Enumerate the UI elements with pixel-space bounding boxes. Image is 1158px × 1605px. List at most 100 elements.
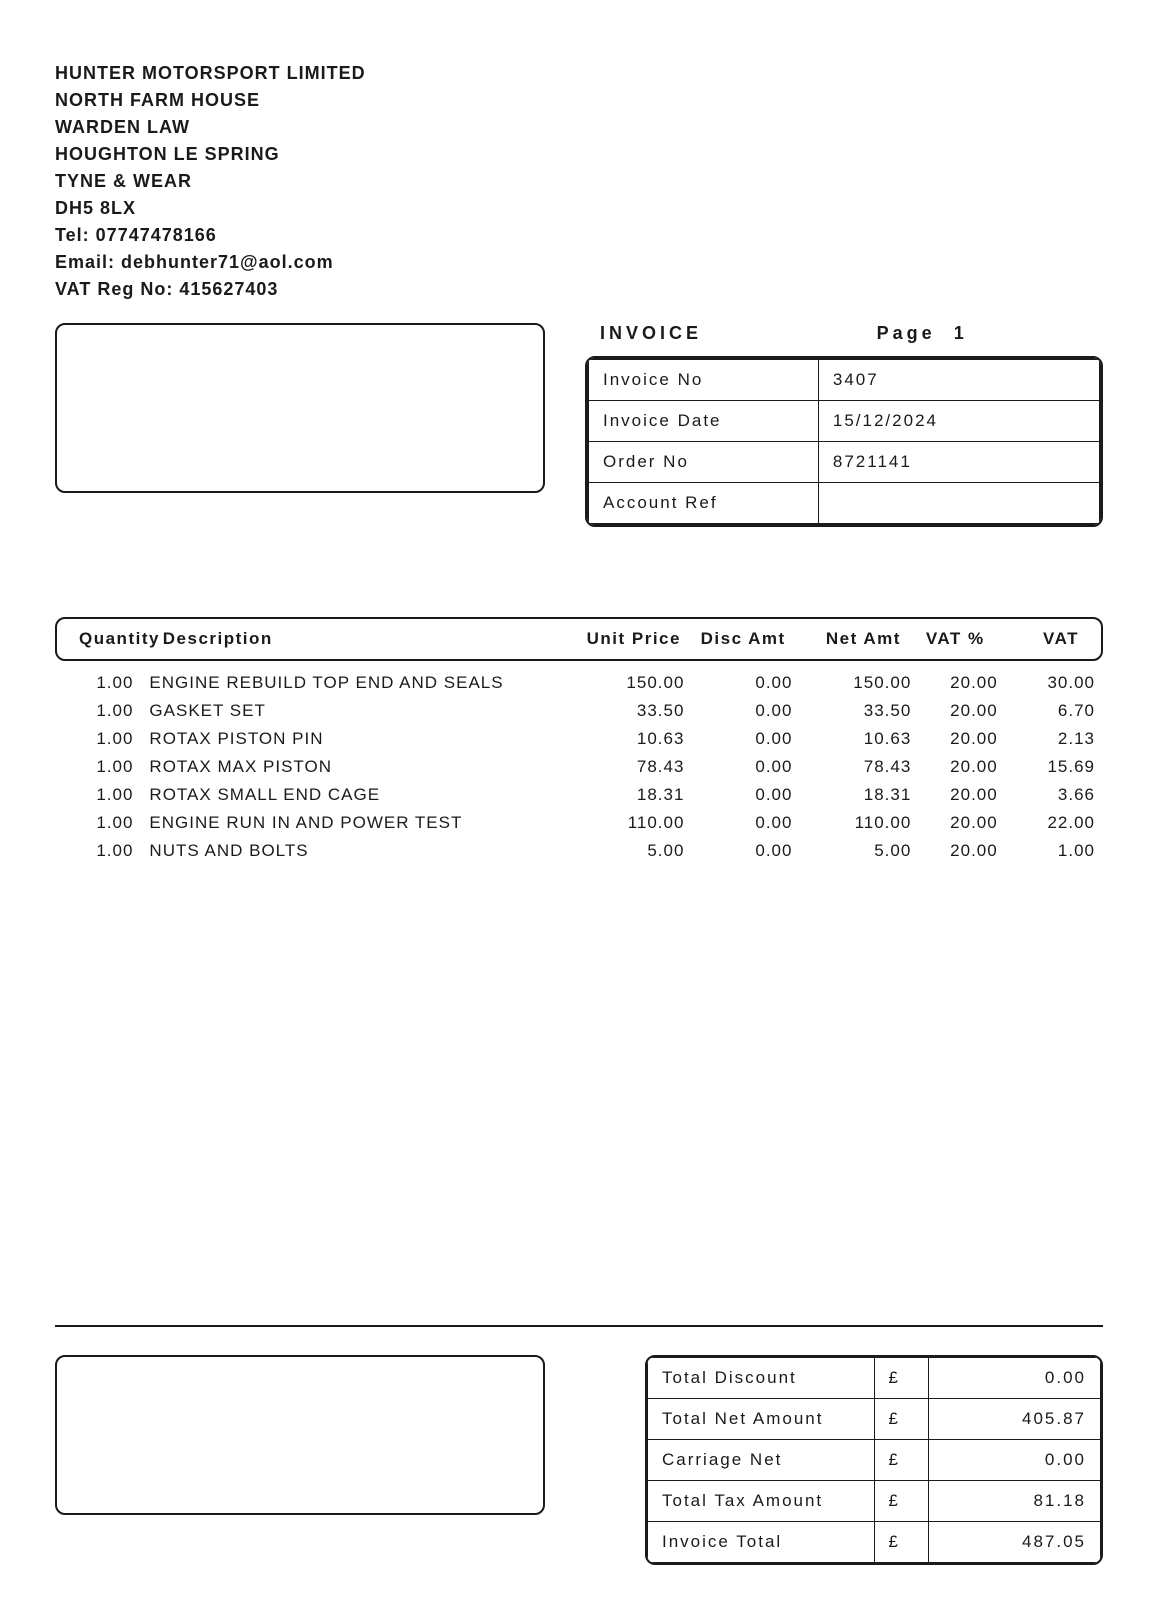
line-net: 5.00 (800, 837, 919, 865)
notes-box (55, 1355, 545, 1515)
line-net: 150.00 (800, 669, 919, 697)
line-unit: 10.63 (574, 725, 693, 753)
line-item: 1.00ROTAX PISTON PIN10.630.0010.6320.002… (55, 725, 1103, 753)
lines-body-table: 1.00ENGINE REBUILD TOP END AND SEALS150.… (55, 669, 1103, 865)
line-vat: 1.00 (1006, 837, 1103, 865)
billing-address-box (55, 323, 545, 493)
line-vatp: 20.00 (919, 809, 1005, 837)
line-vatp: 20.00 (919, 753, 1005, 781)
totals-label: Invoice Total (648, 1522, 875, 1563)
meta-label: Invoice No (588, 359, 818, 401)
company-tel: Tel: 07747478166 (55, 222, 1103, 249)
line-unit: 150.00 (574, 669, 693, 697)
totals-table-wrap: Total Discount£0.00Total Net Amount£405.… (645, 1355, 1103, 1565)
company-email: Email: debhunter71@aol.com (55, 249, 1103, 276)
line-qty: 1.00 (55, 781, 141, 809)
meta-value: 3407 (818, 359, 1100, 401)
line-disc: 0.00 (692, 725, 800, 753)
totals-row: Invoice Total£487.05 (648, 1522, 1101, 1563)
totals-table: Total Discount£0.00Total Net Amount£405.… (647, 1357, 1101, 1563)
meta-table-wrap: Invoice No 3407 Invoice Date 15/12/2024 … (585, 356, 1103, 527)
line-qty: 1.00 (55, 753, 141, 781)
totals-label: Total Discount (648, 1358, 875, 1399)
totals-value: 487.05 (928, 1522, 1100, 1563)
line-vat: 2.13 (1006, 725, 1103, 753)
col-qty: Quantity (71, 625, 155, 653)
meta-value: 15/12/2024 (818, 401, 1100, 442)
lines-header-table: Quantity Description Unit Price Disc Amt… (71, 625, 1087, 653)
line-desc: NUTS AND BOLTS (141, 837, 573, 865)
totals-label: Carriage Net (648, 1440, 875, 1481)
line-net: 33.50 (800, 697, 919, 725)
totals-currency: £ (874, 1358, 928, 1399)
col-net: Net Amt (794, 625, 909, 653)
meta-label: Order No (588, 442, 818, 483)
line-vat: 22.00 (1006, 809, 1103, 837)
line-unit: 110.00 (574, 809, 693, 837)
line-disc: 0.00 (692, 669, 800, 697)
page-indicator: Page 1 (877, 323, 968, 344)
company-addr4: TYNE & WEAR (55, 168, 1103, 195)
totals-currency: £ (874, 1522, 928, 1563)
line-unit: 18.31 (574, 781, 693, 809)
meta-label: Invoice Date (588, 401, 818, 442)
line-vat: 15.69 (1006, 753, 1103, 781)
line-item: 1.00NUTS AND BOLTS5.000.005.0020.001.00 (55, 837, 1103, 865)
meta-label: Account Ref (588, 483, 818, 525)
totals-value: 0.00 (928, 1358, 1100, 1399)
company-postcode: DH5 8LX (55, 195, 1103, 222)
line-desc: ROTAX PISTON PIN (141, 725, 573, 753)
line-vatp: 20.00 (919, 837, 1005, 865)
line-desc: GASKET SET (141, 697, 573, 725)
line-vatp: 20.00 (919, 697, 1005, 725)
line-desc: ENGINE RUN IN AND POWER TEST (141, 809, 573, 837)
line-item: 1.00ENGINE RUN IN AND POWER TEST110.000.… (55, 809, 1103, 837)
totals-label: Total Tax Amount (648, 1481, 875, 1522)
line-disc: 0.00 (692, 837, 800, 865)
line-qty: 1.00 (55, 809, 141, 837)
invoice-page: HUNTER MOTORSPORT LIMITED NORTH FARM HOU… (0, 0, 1158, 1605)
line-desc: ROTAX SMALL END CAGE (141, 781, 573, 809)
company-block: HUNTER MOTORSPORT LIMITED NORTH FARM HOU… (55, 60, 1103, 303)
line-vatp: 20.00 (919, 725, 1005, 753)
col-desc: Description (155, 625, 574, 653)
top-row: INVOICE Page 1 Invoice No 3407 Invoice D… (55, 323, 1103, 527)
meta-value: 8721141 (818, 442, 1100, 483)
line-qty: 1.00 (55, 837, 141, 865)
col-unit: Unit Price (574, 625, 689, 653)
invoice-title-row: INVOICE Page 1 (585, 323, 1103, 356)
totals-row: Total Tax Amount£81.18 (648, 1481, 1101, 1522)
line-vatp: 20.00 (919, 669, 1005, 697)
col-vat: VAT (993, 625, 1087, 653)
line-vatp: 20.00 (919, 781, 1005, 809)
company-addr1: NORTH FARM HOUSE (55, 87, 1103, 114)
invoice-meta: INVOICE Page 1 Invoice No 3407 Invoice D… (585, 323, 1103, 527)
line-disc: 0.00 (692, 781, 800, 809)
lines-section: Quantity Description Unit Price Disc Amt… (55, 617, 1103, 865)
line-desc: ROTAX MAX PISTON (141, 753, 573, 781)
totals-row: Total Discount£0.00 (648, 1358, 1101, 1399)
line-disc: 0.00 (692, 809, 800, 837)
totals-currency: £ (874, 1481, 928, 1522)
line-item: 1.00ENGINE REBUILD TOP END AND SEALS150.… (55, 669, 1103, 697)
meta-row-account-ref: Account Ref (588, 483, 1100, 525)
invoice-title: INVOICE (600, 323, 877, 344)
lines-header-wrap: Quantity Description Unit Price Disc Amt… (55, 617, 1103, 661)
col-vatp: VAT % (909, 625, 993, 653)
line-net: 10.63 (800, 725, 919, 753)
line-unit: 78.43 (574, 753, 693, 781)
line-unit: 33.50 (574, 697, 693, 725)
totals-row: Total Net Amount£405.87 (648, 1399, 1101, 1440)
line-vat: 30.00 (1006, 669, 1103, 697)
company-addr3: HOUGHTON LE SPRING (55, 141, 1103, 168)
line-qty: 1.00 (55, 669, 141, 697)
line-item: 1.00ROTAX SMALL END CAGE18.310.0018.3120… (55, 781, 1103, 809)
line-item: 1.00GASKET SET33.500.0033.5020.006.70 (55, 697, 1103, 725)
divider (55, 1325, 1103, 1327)
line-vat: 3.66 (1006, 781, 1103, 809)
totals-currency: £ (874, 1399, 928, 1440)
bottom-row: Total Discount£0.00Total Net Amount£405.… (55, 1355, 1103, 1565)
line-net: 78.43 (800, 753, 919, 781)
totals-currency: £ (874, 1440, 928, 1481)
line-vat: 6.70 (1006, 697, 1103, 725)
